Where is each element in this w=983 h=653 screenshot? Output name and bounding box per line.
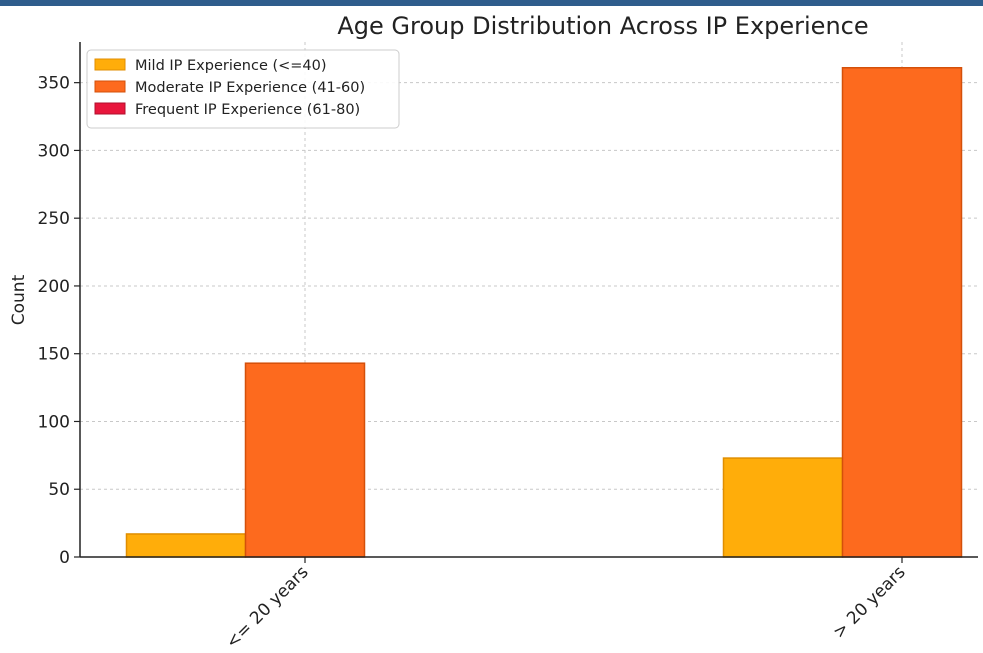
legend-label: Frequent IP Experience (61-80) — [135, 102, 360, 118]
y-tick-label: 300 — [38, 141, 70, 161]
bar-20-years-series-1 — [841, 67, 963, 558]
legend: Mild IP Experience (<=40) Moderate IP Exp… — [86, 49, 400, 129]
axes — [79, 42, 978, 558]
y-tick-label: 50 — [48, 480, 70, 500]
y-tick-label: 350 — [38, 74, 70, 94]
y-tick-label: 0 — [59, 548, 70, 568]
legend-swatch — [94, 102, 126, 115]
x-tick-label: > 20 years — [829, 562, 909, 642]
top-band — [0, 0, 983, 6]
legend-label: Moderate IP Experience (41-60) — [135, 80, 365, 96]
y-ticks: 0 50 100 150 200 250 300 350 — [38, 74, 80, 568]
legend-box — [86, 49, 400, 129]
y-tick-label: 250 — [38, 209, 70, 229]
bar-20-years-series-1 — [244, 362, 366, 558]
legend-label: Mild IP Experience (<=40) — [135, 58, 327, 74]
bar-20-years-series-0 — [125, 533, 247, 558]
y-axis-label: Count — [9, 274, 29, 325]
x-tick-label: <= 20 years — [222, 562, 312, 652]
y-tick-label: 200 — [38, 277, 70, 297]
y-tick-label: 100 — [38, 412, 70, 432]
y-tick-label: 150 — [38, 345, 70, 365]
bars — [125, 67, 963, 558]
x-ticks: <= 20 years > 20 years — [222, 557, 910, 653]
legend-swatch — [94, 80, 126, 93]
legend-swatch — [94, 58, 126, 71]
chart-title: Age Group Distribution Across IP Experie… — [337, 12, 868, 40]
bar-20-years-series-0 — [722, 457, 844, 558]
